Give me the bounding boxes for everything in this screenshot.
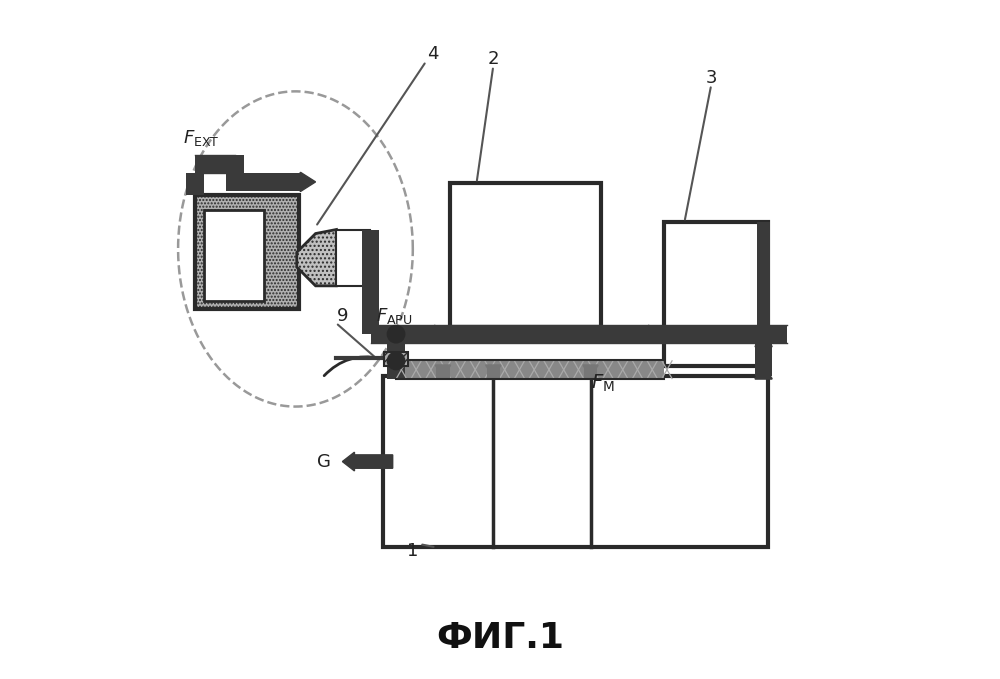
Bar <box>487 366 500 379</box>
Bar <box>371 325 787 343</box>
Bar <box>604 325 649 343</box>
FancyArrow shape <box>434 325 448 343</box>
FancyArrow shape <box>486 365 501 376</box>
Text: $F_{\rm EXT}$: $F_{\rm EXT}$ <box>183 128 220 148</box>
Bar <box>436 366 450 379</box>
FancyArrow shape <box>648 325 662 343</box>
Polygon shape <box>297 230 336 286</box>
Bar <box>226 155 244 191</box>
Circle shape <box>387 325 405 343</box>
Bar <box>450 183 601 327</box>
FancyArrow shape <box>300 172 316 191</box>
Text: 2: 2 <box>488 50 499 68</box>
Circle shape <box>387 352 405 369</box>
Bar <box>757 376 770 378</box>
Bar <box>387 334 405 379</box>
Text: $F_{\rm M}$: $F_{\rm M}$ <box>591 373 614 394</box>
Text: $F_{\rm APU}$: $F_{\rm APU}$ <box>376 306 413 326</box>
FancyArrow shape <box>755 367 772 379</box>
Bar <box>396 361 664 379</box>
Bar <box>336 230 370 286</box>
Bar <box>235 173 301 191</box>
Bar <box>362 230 379 334</box>
Text: 3: 3 <box>706 69 717 87</box>
Bar <box>195 196 299 310</box>
Bar <box>204 210 264 301</box>
Bar <box>195 155 235 172</box>
Text: 9: 9 <box>337 307 348 325</box>
FancyArrow shape <box>755 334 772 347</box>
Text: ФИГ.1: ФИГ.1 <box>436 621 564 655</box>
Text: 1: 1 <box>407 542 419 559</box>
Text: 4: 4 <box>427 45 439 63</box>
Bar <box>584 366 597 379</box>
FancyArrow shape <box>342 452 393 471</box>
Bar <box>664 222 768 367</box>
Bar <box>384 352 408 367</box>
FancyArrow shape <box>583 365 598 376</box>
Bar <box>374 325 435 343</box>
Bar <box>755 325 772 376</box>
Bar <box>383 376 768 547</box>
FancyArrow shape <box>436 365 450 376</box>
Text: G: G <box>317 453 331 471</box>
Bar <box>186 172 204 196</box>
Bar <box>757 222 770 346</box>
